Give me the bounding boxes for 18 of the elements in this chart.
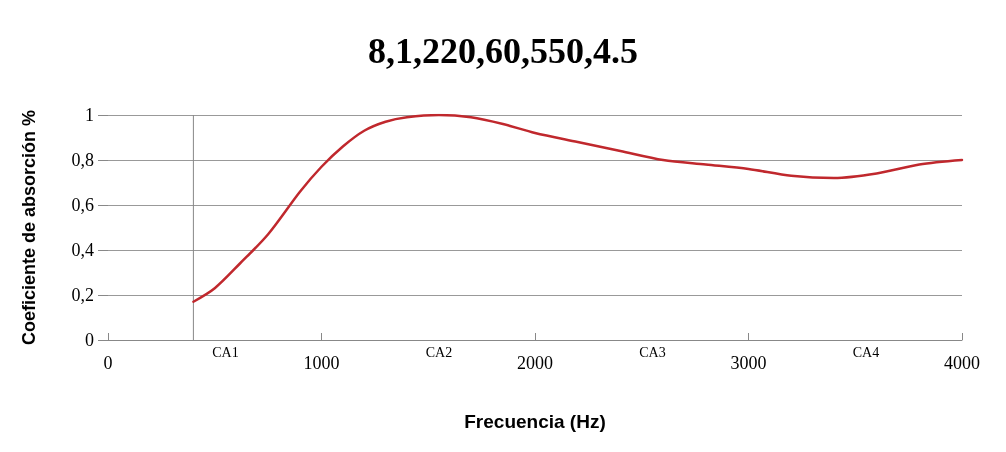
y-tick-label: 1: [85, 105, 94, 125]
chart-title: 8,1,220,60,550,4.5: [368, 31, 638, 71]
x-tick-label: 1000: [303, 353, 340, 373]
text: CA3: [639, 344, 666, 360]
x-tick-label: 3000: [730, 353, 767, 373]
y-axis-title: Coeficiente de absorción %: [19, 109, 39, 346]
text: CA4: [852, 344, 880, 360]
x-tick-label: 4000: [944, 353, 980, 373]
x-axis-title: Frecuencia (Hz): [464, 411, 606, 432]
y-tick-label: 0,4: [71, 240, 94, 260]
y-tick-label: 0,8: [71, 150, 94, 170]
x-tick-label: 0: [103, 353, 113, 373]
x-tick-label: 2000: [517, 353, 553, 373]
text: CA2: [425, 344, 453, 360]
y-tick-label: 0,2: [71, 285, 94, 305]
y-tick-label: 0: [85, 330, 94, 350]
text: CA1: [212, 344, 239, 360]
y-tick-label: 0,6: [71, 195, 94, 215]
